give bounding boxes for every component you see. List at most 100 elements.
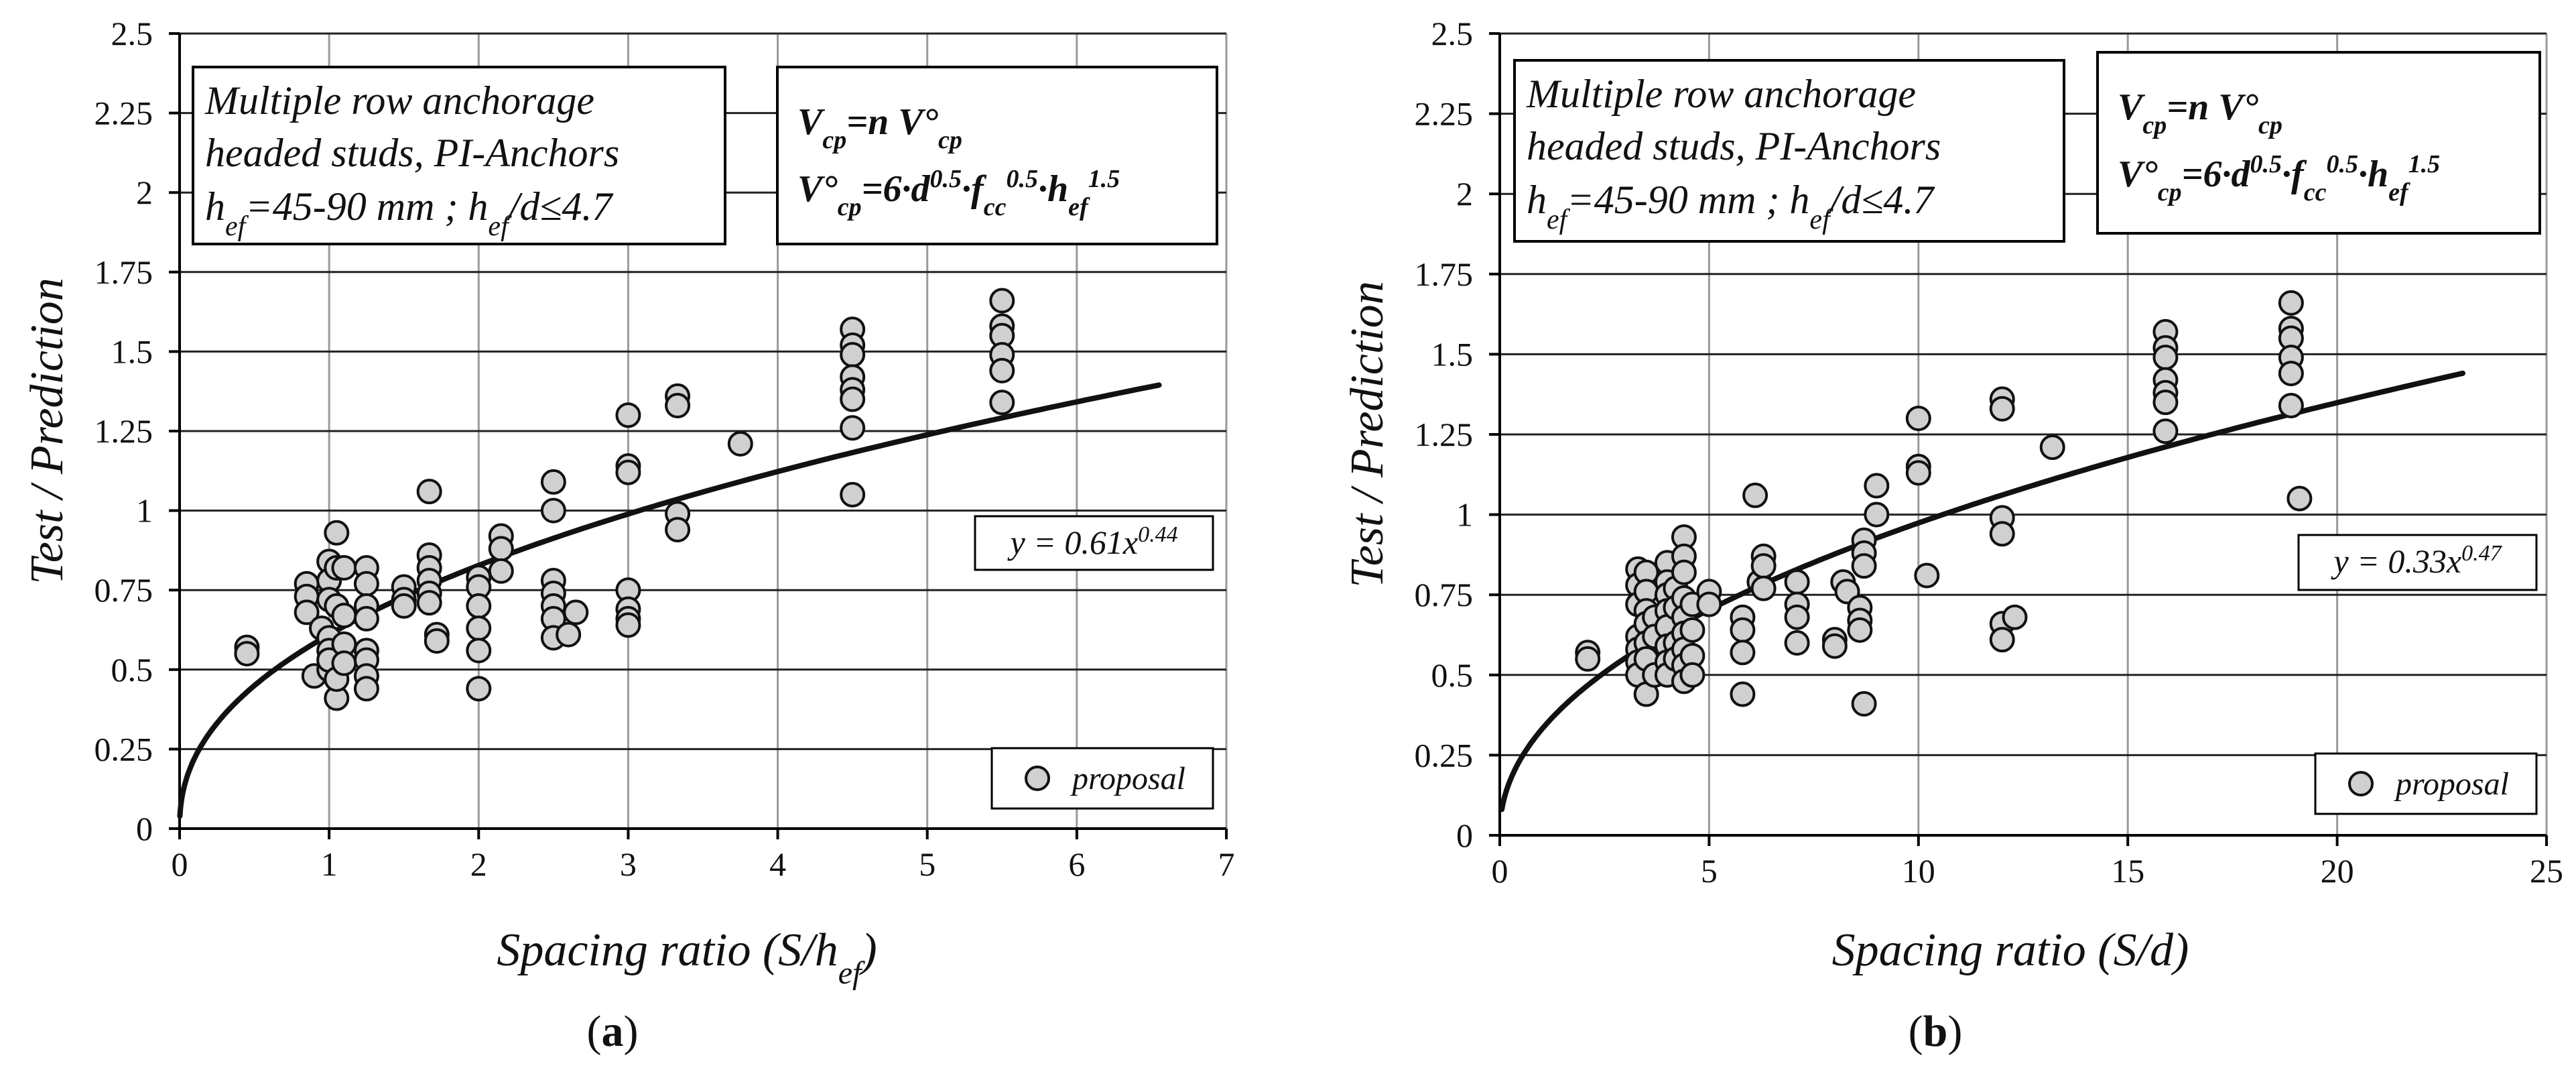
legend-label: proposal — [1070, 761, 1185, 796]
data-point — [1784, 569, 1810, 595]
data-point — [1851, 691, 1877, 717]
data-point — [615, 459, 641, 485]
legend-marker — [2348, 771, 2374, 796]
x-tick-label: 0 — [1492, 852, 1508, 890]
data-point — [466, 638, 492, 664]
fit-equation-text: y = 0.33x0.47 — [2330, 541, 2502, 581]
x-axis-label: Spacing ratio (S/d) — [1832, 924, 2189, 976]
data-point — [1696, 591, 1722, 617]
trendline — [1499, 370, 2465, 813]
y-tick-label: 1 — [136, 492, 153, 530]
fit-equation: y = 0.33x0.47 — [2297, 534, 2538, 591]
x-tick-label: 1 — [321, 845, 338, 883]
y-tick-label: 1.75 — [1415, 255, 1474, 293]
x-tick-label: 0 — [172, 845, 188, 883]
data-point — [665, 517, 691, 543]
legend: proposal — [2314, 752, 2538, 815]
formula-vcp: Vcp=n V°cp — [797, 101, 962, 154]
data-point — [1730, 617, 1756, 643]
formula-vcp-basic: V°cp=6·d0.5·fcc0.5·hef1.5 — [797, 165, 1120, 221]
y-tick-label: 1 — [1456, 496, 1473, 534]
data-point — [1989, 396, 2015, 422]
x-tick-label: 4 — [769, 845, 786, 883]
x-tick-label: 10 — [1902, 852, 1935, 890]
data-point — [416, 590, 442, 616]
y-tick-label: 0.5 — [1431, 656, 1474, 694]
data-point — [1679, 617, 1705, 643]
chart-panel-a: 0 0.25 0.5 0.75 1 1.25 1.5 1.75 2 2.25 2.5 0 1 2 3 4 5 6 7… — [21, 15, 1235, 1056]
data-point — [840, 481, 866, 507]
y-tick-label: 2.5 — [1431, 15, 1474, 52]
y-tick-label: 2.25 — [94, 95, 153, 132]
y-tick-label: 2.5 — [111, 15, 153, 52]
legend-label: proposal — [2394, 766, 2509, 802]
data-point — [1679, 662, 1705, 688]
data-point — [466, 676, 492, 702]
data-point — [1989, 521, 2015, 547]
data-point — [1784, 630, 1810, 656]
data-point — [353, 571, 379, 597]
data-point — [1784, 604, 1810, 630]
y-tick-label: 0.75 — [1415, 576, 1474, 613]
panel-caption: (b) — [1909, 1007, 1963, 1056]
data-point — [840, 386, 866, 412]
data-point — [2152, 345, 2179, 371]
x-tick-label: 6 — [1068, 845, 1085, 883]
data-point — [416, 479, 442, 505]
data-point — [540, 469, 566, 495]
y-tick-label: 1.5 — [111, 333, 153, 370]
data-point — [1851, 553, 1877, 579]
data-point — [1864, 473, 1890, 499]
y-tick-label: 0.25 — [94, 730, 153, 768]
data-point — [1750, 575, 1777, 601]
data-point — [840, 415, 866, 441]
data-point — [1671, 559, 1697, 585]
annotation-line-params: hef=45-90 mm ; hef/d≤4.7 — [205, 184, 614, 242]
data-point — [294, 599, 320, 625]
y-axis-label: Test / Prediction — [21, 278, 73, 585]
data-point — [234, 641, 260, 667]
x-axis-label: Spacing ratio (S/hef) — [497, 924, 877, 991]
data-point — [324, 520, 350, 546]
data-point — [331, 554, 357, 581]
data-point — [556, 621, 582, 648]
y-tick-label: 1.5 — [1431, 335, 1474, 373]
y-tick-label: 0 — [1456, 817, 1473, 854]
data-point — [2278, 361, 2304, 387]
annotation-box-border — [1513, 59, 2065, 243]
y-tick-label: 2 — [1456, 175, 1473, 213]
annotation-line: Multiple row anchorage — [1526, 72, 1916, 116]
data-point — [331, 650, 357, 676]
fit-equation-border — [2297, 534, 2538, 591]
data-point — [2287, 485, 2313, 512]
legend: proposal — [990, 747, 1214, 810]
data-point — [615, 612, 641, 638]
data-point — [615, 402, 641, 428]
chart-panel-b: 0 0.25 0.5 0.75 1 1.25 1.5 1.75 2 2.25 2.5 0 5 10 15 20… — [1342, 15, 2563, 1056]
data-point — [1730, 681, 1756, 707]
data-point — [840, 342, 866, 368]
data-point — [1864, 501, 1890, 528]
panel-caption: (a) — [587, 1007, 639, 1056]
fit-equation-border — [974, 515, 1214, 571]
annotation-line: headed studs, PI-Anchors — [205, 131, 619, 175]
y-tick-label: 0 — [136, 810, 153, 847]
annotation-line-params: hef=45-90 mm ; hef/d≤4.7 — [1527, 178, 1935, 235]
data-point — [1914, 562, 1940, 589]
data-point — [2152, 390, 2179, 416]
data-point — [1821, 633, 1848, 659]
x-tick-label: 7 — [1218, 845, 1235, 883]
formula-box: Vcp=n V°cp V°cp=6·d0.5·fcc0.5·hef1.5 — [776, 66, 1218, 245]
data-point — [353, 676, 379, 702]
formula-box-border — [776, 66, 1218, 245]
y-tick-label: 1.75 — [94, 253, 153, 291]
x-tick-label: 25 — [2530, 852, 2563, 890]
y-tick-label: 0.5 — [111, 651, 153, 688]
data-point — [989, 357, 1015, 383]
data-point — [1730, 640, 1756, 666]
data-point — [488, 536, 514, 562]
annotation-line: Multiple row anchorage — [204, 78, 594, 123]
data-point — [2002, 604, 2028, 630]
data-point — [331, 603, 357, 629]
data-point — [1575, 646, 1601, 672]
